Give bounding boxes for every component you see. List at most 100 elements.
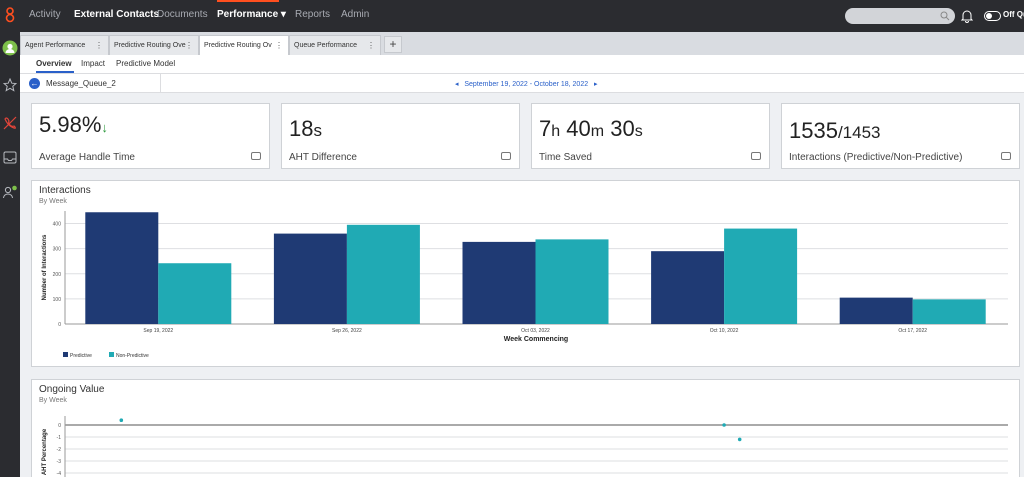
kpi-minutes: 40: [566, 116, 591, 141]
kpi-seconds-unit: s: [634, 123, 643, 140]
data-point: [737, 437, 742, 442]
tab-queue-performance[interactable]: Queue Performance ⋮: [289, 35, 381, 55]
subtab-impact[interactable]: Impact: [81, 59, 106, 68]
view-subtabs: Overview Impact Predictive Model: [20, 55, 1024, 74]
arrow-down-icon: ↓: [101, 120, 108, 135]
kpi-unit: s: [313, 121, 322, 140]
tab-label: Agent Performance: [25, 42, 86, 49]
tab-predictive-routing-2[interactable]: Predictive Routing Ov ⋮: [199, 35, 289, 55]
nav-documents[interactable]: Documents: [157, 9, 208, 20]
legend-label: Predictive: [70, 353, 92, 359]
kpi-label: Average Handle Time: [39, 152, 135, 163]
tab-label: Queue Performance: [294, 42, 358, 49]
bar-predictive: [651, 251, 725, 324]
legend-label: Non-Predictive: [116, 353, 149, 359]
kpi-seconds: 30: [610, 116, 635, 141]
comment-icon[interactable]: [751, 152, 761, 160]
x-axis-title: Week Commencing: [504, 336, 568, 343]
kpi-value: 1535/1453: [789, 118, 881, 144]
y-tick-label: 100: [53, 297, 62, 303]
subtab-overview[interactable]: Overview: [36, 59, 72, 68]
status-label: Off Qu: [1003, 10, 1024, 19]
kpi-number: 1535: [789, 118, 838, 143]
nav-reports[interactable]: Reports: [295, 9, 331, 20]
comment-icon[interactable]: [1001, 152, 1011, 160]
divider: [160, 74, 161, 93]
workspace-tabs: Agent Performance ⋮ Predictive Routing O…: [20, 32, 1024, 55]
bar-predictive: [85, 212, 159, 324]
previous-date-arrow-icon[interactable]: ◂: [455, 81, 459, 88]
kebab-menu-icon[interactable]: ⋮: [185, 41, 193, 50]
queue-name: Message_Queue_2: [46, 79, 116, 88]
bell-icon[interactable]: [961, 9, 973, 23]
comment-icon[interactable]: [251, 152, 261, 160]
y-tick-label: 400: [53, 222, 62, 228]
user-avatar-icon[interactable]: [0, 40, 20, 56]
nav-performance[interactable]: Performance ▾: [217, 9, 286, 20]
kpi-hours-unit: h: [551, 123, 561, 140]
inbox-icon[interactable]: [0, 151, 20, 164]
left-rail: [0, 0, 20, 477]
star-icon[interactable]: [0, 78, 20, 92]
top-navigation: Activity External Contacts Documents Per…: [20, 0, 1024, 32]
active-nav-indicator: [217, 0, 279, 2]
bar-predictive: [839, 297, 913, 324]
kpi-card-time-saved: 7h 40m 30s Time Saved: [531, 103, 770, 169]
legend-swatch: [63, 352, 68, 357]
panel-subtitle: By Week: [39, 198, 67, 205]
phone-off-icon[interactable]: [0, 116, 20, 130]
x-tick-label: Oct 03, 2022: [521, 328, 550, 334]
search-icon: [940, 11, 950, 21]
bar-predictive: [462, 241, 536, 324]
y-tick-label: 0: [58, 423, 61, 429]
x-tick-label: Oct 10, 2022: [710, 328, 739, 334]
kpi-card-aht-difference: 18s AHT Difference: [281, 103, 520, 169]
kpi-label: Interactions (Predictive/Non-Predictive): [789, 152, 963, 163]
panel-subtitle: By Week: [39, 397, 67, 404]
y-tick-label: -3: [57, 459, 62, 465]
kpi-value: 5.98%↓: [39, 112, 108, 138]
date-range-label[interactable]: September 19, 2022 - October 18, 2022: [464, 81, 589, 88]
toggle-knob: [986, 13, 992, 19]
tab-label: Predictive Routing Ove: [114, 42, 186, 49]
kpi-value: 7h 40m 30s: [539, 116, 643, 142]
bar-non-predictive: [346, 224, 420, 324]
kpi-value: 18s: [289, 116, 322, 142]
search-input[interactable]: [845, 8, 955, 24]
kebab-menu-icon[interactable]: ⋮: [367, 41, 375, 50]
bar-non-predictive: [912, 299, 986, 324]
interactions-chart-panel: Interactions By Week 0 100 200 300 400 Sep 19…: [31, 180, 1020, 367]
kpi-label: Time Saved: [539, 152, 592, 163]
nav-external-contacts[interactable]: External Contacts: [74, 9, 160, 20]
y-axis-title: Number of Interactions: [42, 234, 48, 300]
bar-predictive: [273, 233, 347, 324]
kebab-menu-icon[interactable]: ⋮: [275, 41, 283, 50]
ongoing-value-chart-panel: Ongoing Value By Week 0-1-2-3-4-5AHT Per…: [31, 379, 1020, 477]
legend-swatch: [109, 352, 114, 357]
status-toggle[interactable]: [984, 11, 1001, 21]
kpi-label: AHT Difference: [289, 152, 357, 163]
subtab-predictive-model[interactable]: Predictive Model: [116, 59, 176, 68]
comment-icon[interactable]: [501, 152, 511, 160]
nav-activity[interactable]: Activity: [29, 9, 61, 20]
genesys-logo-icon[interactable]: [0, 7, 20, 23]
chevron-down-icon: ▾: [280, 9, 286, 20]
kebab-menu-icon[interactable]: ⋮: [95, 41, 103, 50]
next-date-arrow-icon[interactable]: ▸: [593, 81, 598, 88]
tab-predictive-routing-1[interactable]: Predictive Routing Ove ⋮: [109, 35, 199, 55]
kpi-number: 5.98%: [39, 112, 102, 137]
back-arrow-icon[interactable]: ←: [29, 78, 40, 89]
kpi-hours: 7: [539, 116, 552, 141]
tab-label: Predictive Routing Ov: [204, 42, 272, 49]
panel-title: Ongoing Value: [39, 384, 105, 395]
people-presence-icon[interactable]: [0, 185, 20, 200]
x-tick-label: Oct 17, 2022: [898, 328, 927, 334]
date-range-picker: ◂ September 19, 2022 - October 18, 2022 …: [455, 80, 597, 88]
x-tick-label: Sep 26, 2022: [332, 328, 362, 334]
tab-agent-performance[interactable]: Agent Performance ⋮: [20, 35, 109, 55]
nav-performance-label: Performance: [217, 9, 279, 20]
x-tick-label: Sep 19, 2022: [143, 328, 173, 334]
add-tab-button[interactable]: +: [384, 36, 402, 53]
active-subtab-indicator: [36, 71, 74, 73]
nav-admin[interactable]: Admin: [341, 9, 370, 20]
